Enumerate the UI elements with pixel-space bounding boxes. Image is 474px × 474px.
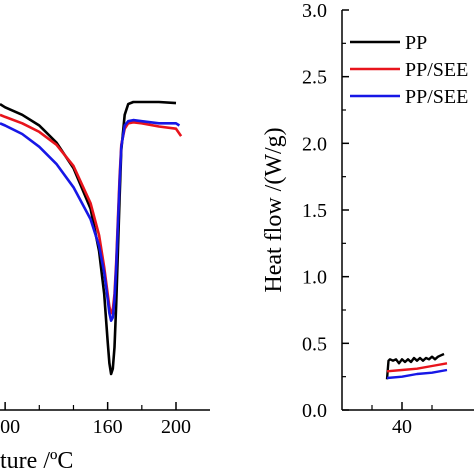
legend-label-2: PP/SEE bbox=[405, 86, 468, 108]
left-x-tick-label: 200 bbox=[161, 416, 191, 438]
right-y-axis-label: Heat flow /(W/g) bbox=[261, 127, 287, 292]
left-x-ticks: 200 160 200 bbox=[0, 402, 191, 438]
right-y-tick-label: 2.5 bbox=[302, 67, 327, 89]
right-y-tick-label: 1.5 bbox=[302, 200, 327, 222]
right-series-line-0 bbox=[385, 352, 445, 380]
left-series-line-0 bbox=[0, 100, 177, 376]
legend-label-0: PP bbox=[405, 32, 427, 54]
right-series-line-2 bbox=[386, 368, 448, 380]
right-y-ticks: 0.0 0.5 1.0 1.5 2.0 2.5 3.0 bbox=[302, 0, 349, 422]
right-y-tick-label: 1.0 bbox=[302, 267, 327, 289]
legend-label-1: PP/SEE bbox=[405, 59, 468, 81]
left-panel: 200 160 200 ture /ºC bbox=[0, 100, 210, 474]
right-y-tick-label: 0.5 bbox=[302, 333, 327, 355]
right-x-tick-label: 40 bbox=[392, 416, 412, 438]
right-x-ticks: 40 bbox=[371, 402, 433, 438]
left-series bbox=[0, 100, 183, 376]
left-x-axis-label: ture /ºC bbox=[0, 448, 73, 474]
right-y-tick-label: 3.0 bbox=[302, 0, 327, 22]
left-x-tick-label: 200 bbox=[0, 416, 20, 438]
right-series bbox=[385, 352, 448, 380]
right-series-line-1 bbox=[386, 362, 448, 373]
left-x-tick-label: 160 bbox=[93, 416, 123, 438]
right-y-tick-label: 2.0 bbox=[302, 133, 327, 155]
left-series-line-2 bbox=[0, 118, 181, 323]
right-panel: 0.0 0.5 1.0 1.5 2.0 2.5 3.0 40 Heat flow /(W/g… bbox=[261, 0, 474, 438]
legend: PP PP/SEE PP/SEE bbox=[350, 32, 468, 108]
right-y-tick-label: 0.0 bbox=[302, 400, 327, 422]
